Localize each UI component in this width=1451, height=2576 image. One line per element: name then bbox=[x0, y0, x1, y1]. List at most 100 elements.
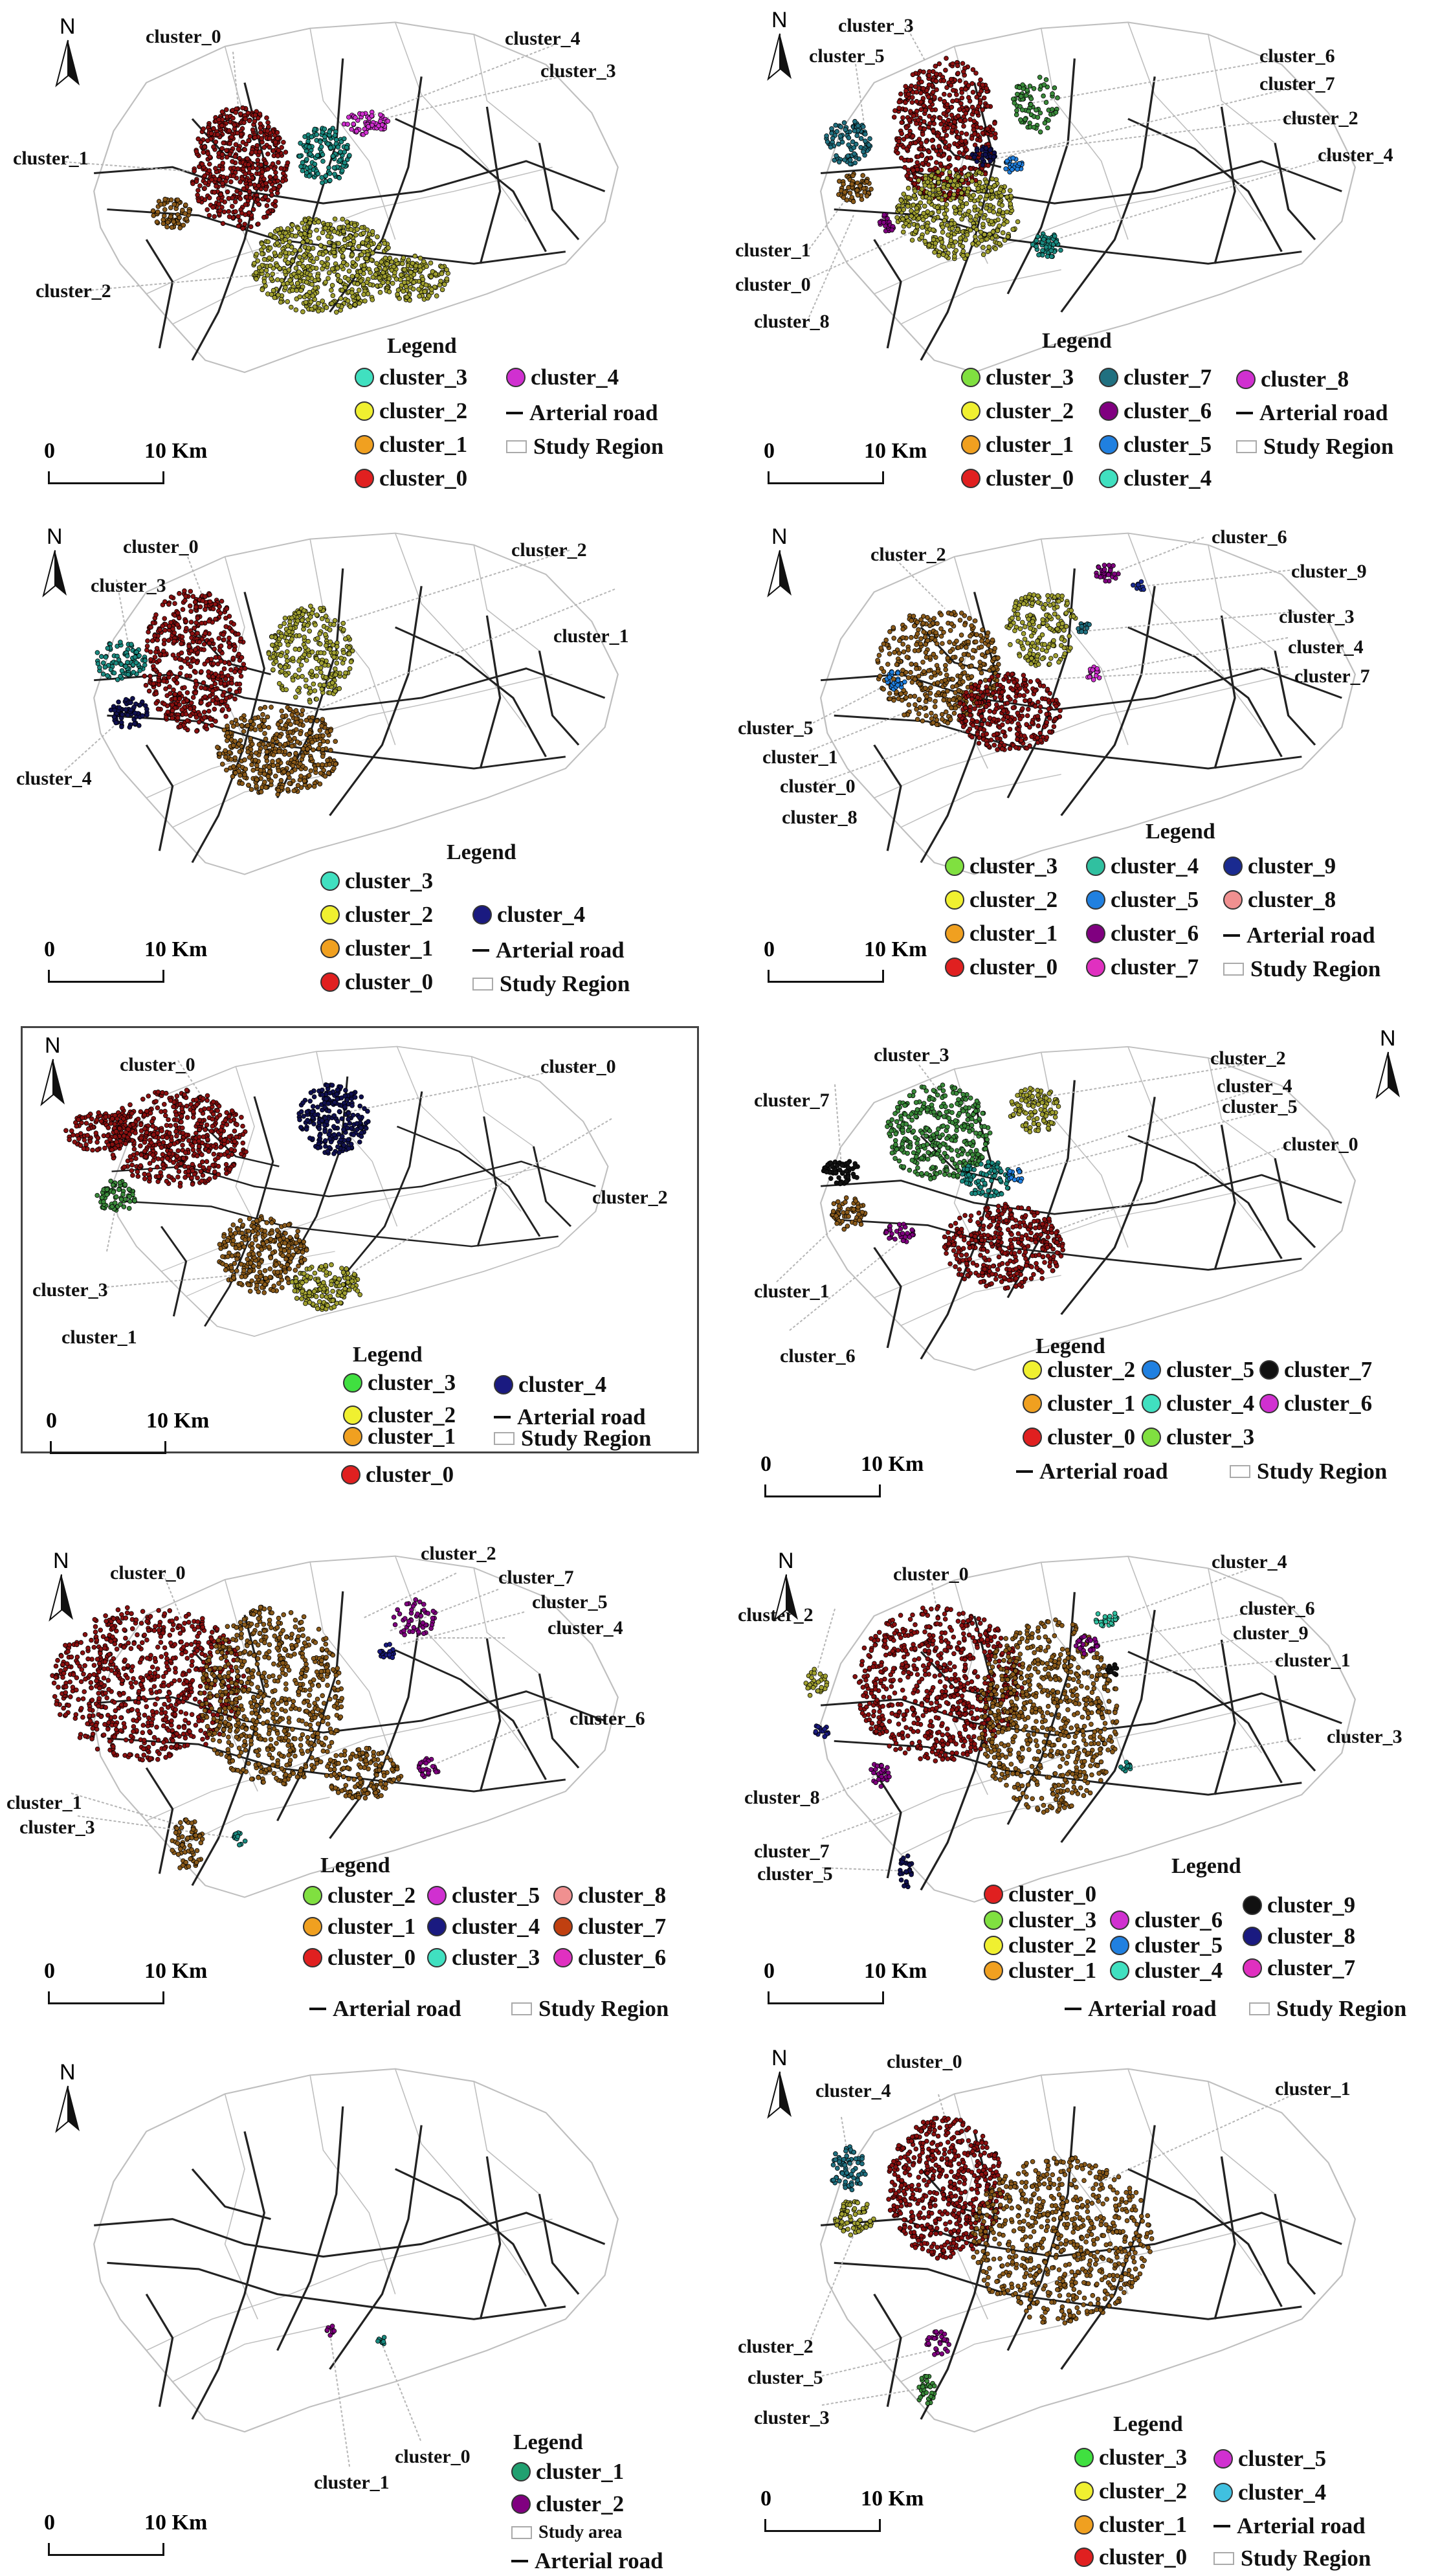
cluster-0-swatch bbox=[303, 1947, 322, 1967]
cluster-4-swatch bbox=[1099, 468, 1118, 488]
cluster-6-swatch bbox=[1110, 1910, 1129, 1930]
callout-label: cluster_3 bbox=[1279, 606, 1355, 627]
callout-label: cluster_1 bbox=[754, 1281, 830, 1302]
callout-label: cluster_3 bbox=[19, 1817, 95, 1838]
cluster-3-swatch bbox=[343, 1372, 362, 1393]
scale-bar: 0 10 Km bbox=[764, 939, 927, 991]
legend-item: Arterial road bbox=[1236, 401, 1388, 424]
cluster-0-swatch bbox=[1023, 1427, 1042, 1447]
cluster-2-swatch bbox=[1074, 2481, 1094, 2501]
map-canvas bbox=[776, 1046, 1357, 1371]
north-label: N bbox=[47, 524, 63, 549]
callout-label: cluster_1 bbox=[314, 2472, 390, 2493]
callout-label: cluster_9 bbox=[1233, 1622, 1309, 1644]
legend-item: cluster_3 bbox=[320, 869, 433, 892]
cluster-9-swatch bbox=[1243, 1895, 1262, 1915]
cluster-3-swatch bbox=[961, 367, 980, 387]
map-panel-2: cluster_3 cluster_5 cluster_6 cluster_7 … bbox=[725, 0, 1451, 511]
callout-label: cluster_2 bbox=[511, 539, 587, 561]
legend-title: Legend bbox=[320, 1854, 390, 1877]
scale-bar: 0 10 Km bbox=[764, 440, 927, 492]
scale-bar: 0 10 Km bbox=[44, 2512, 207, 2564]
callout-label: cluster_7 bbox=[1259, 73, 1335, 95]
arterial-road-symbol bbox=[511, 2559, 528, 2562]
cluster-7-swatch bbox=[1099, 367, 1118, 387]
cluster-3-swatch bbox=[320, 871, 340, 891]
callout-label: cluster_7 bbox=[1294, 666, 1370, 687]
legend-item: cluster_3 bbox=[961, 366, 1074, 388]
legend-item: cluster_0 bbox=[341, 1463, 454, 1486]
north-arrow: N bbox=[32, 524, 78, 602]
legend-title: Legend bbox=[1036, 1334, 1105, 1358]
legend-item: cluster_0 bbox=[961, 467, 1074, 489]
legend-item: cluster_1 bbox=[1023, 1392, 1135, 1415]
callout-label: cluster_6 bbox=[1259, 45, 1335, 67]
legend-item: Arterial road bbox=[1213, 2514, 1366, 2537]
scale-zero: 0 bbox=[764, 1959, 775, 1983]
legend-item: cluster_1 bbox=[343, 1425, 456, 1448]
callout-label: cluster_7 bbox=[498, 1567, 574, 1588]
arterial-road-symbol bbox=[309, 2007, 326, 2010]
map-canvas bbox=[64, 21, 619, 374]
callout-label: cluster_0 bbox=[735, 274, 811, 295]
callout-label: cluster_2 bbox=[1210, 1047, 1286, 1069]
callout-label: cluster_1 bbox=[735, 240, 811, 261]
legend-item: cluster_3 bbox=[427, 1946, 540, 1969]
legend-item: cluster_8 bbox=[1236, 368, 1349, 390]
north-arrow: N bbox=[757, 8, 803, 85]
legend-item: cluster_0 bbox=[1023, 1426, 1135, 1448]
scale-bar: 0 10 Km bbox=[44, 939, 207, 991]
callout-label: cluster_3 bbox=[32, 1279, 108, 1301]
cluster-5-swatch bbox=[1099, 434, 1118, 454]
legend-item: cluster_3 bbox=[343, 1371, 456, 1394]
cluster-2-swatch bbox=[961, 401, 980, 421]
legend-item: cluster_2 bbox=[1074, 2480, 1187, 2502]
callout-label: cluster_5 bbox=[1222, 1096, 1298, 1117]
callout-label: cluster_4 bbox=[815, 2080, 891, 2101]
legend-item: cluster_4 bbox=[1213, 2481, 1326, 2503]
north-arrow: N bbox=[45, 2060, 91, 2138]
cluster-0-swatch bbox=[355, 468, 374, 488]
map-panel-3: cluster_0 cluster_2 cluster_3 cluster_1 … bbox=[0, 511, 712, 1010]
legend-item: cluster_2 bbox=[320, 903, 433, 926]
legend-item: cluster_6 bbox=[1110, 1909, 1223, 1931]
cluster-6-swatch bbox=[1259, 1393, 1279, 1413]
callout-label: cluster_6 bbox=[780, 1345, 856, 1367]
callout-label: cluster_4 bbox=[1217, 1075, 1292, 1097]
legend-item: cluster_8 bbox=[1243, 1925, 1355, 1947]
study-region-symbol bbox=[1230, 1464, 1250, 1478]
legend-item: Study area bbox=[511, 2524, 622, 2542]
arterial-road-symbol bbox=[494, 1415, 511, 1418]
north-label: N bbox=[771, 524, 788, 549]
cluster-0-swatch bbox=[320, 972, 340, 992]
scale-ten: 10 Km bbox=[144, 1959, 208, 1983]
legend-item: cluster_7 bbox=[553, 1915, 666, 1938]
legend-item: Arterial road bbox=[472, 939, 625, 961]
map-canvas bbox=[808, 21, 1357, 374]
legend-item: cluster_2 bbox=[945, 888, 1058, 911]
cluster-7-swatch bbox=[553, 1916, 573, 1936]
legend-title: Legend bbox=[513, 2430, 583, 2454]
callout-label: cluster_5 bbox=[809, 45, 885, 67]
legend-title: Legend bbox=[447, 840, 516, 864]
map-panel-9: cluster_0 cluster_1 N 0 10 Km Legend clu… bbox=[0, 2046, 712, 2576]
legend-item: cluster_2 bbox=[343, 1404, 456, 1426]
callout-label: cluster_2 bbox=[870, 544, 946, 565]
legend-item: cluster_5 bbox=[427, 1884, 540, 1907]
cluster-3-swatch bbox=[427, 1947, 447, 1967]
cluster-5-swatch bbox=[1110, 1935, 1129, 1955]
legend-item: cluster_5 bbox=[1110, 1934, 1223, 1956]
legend-item: cluster_1 bbox=[945, 922, 1058, 945]
legend-item: Arterial road bbox=[1223, 924, 1375, 946]
callout-label: cluster_1 bbox=[61, 1327, 137, 1348]
legend-item: cluster_9 bbox=[1223, 855, 1336, 877]
scale-zero: 0 bbox=[44, 439, 55, 463]
legend-item: cluster_1 bbox=[320, 937, 433, 959]
callout-label: cluster_4 bbox=[1212, 1551, 1287, 1573]
callout-label: cluster_0 bbox=[893, 1563, 969, 1585]
callout-label: cluster_1 bbox=[13, 148, 89, 169]
study-region-symbol bbox=[511, 2002, 532, 2015]
legend-item: cluster_0 bbox=[945, 956, 1058, 978]
north-arrow: N bbox=[757, 2046, 803, 2123]
legend-item: cluster_9 bbox=[1243, 1894, 1355, 1916]
